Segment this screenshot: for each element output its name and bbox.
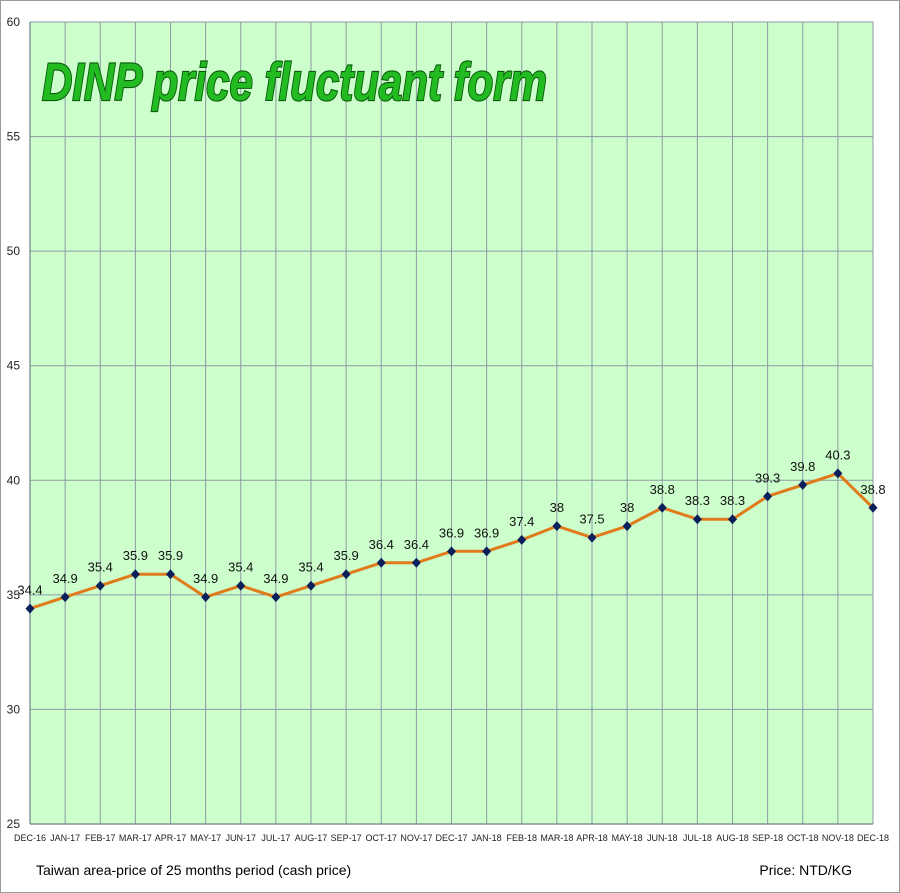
x-tick-label: NOV-17 <box>400 833 432 843</box>
data-point-marker <box>833 468 843 479</box>
data-label: 35.9 <box>158 548 183 563</box>
data-label: 38.3 <box>685 493 710 508</box>
x-tick-label: AUG-17 <box>295 833 328 843</box>
data-labels: 34.4 34.9 35.4 35.9 35.9 34.9 35.4 34.9 35.4 35.9… <box>17 447 885 597</box>
x-tick-label: APR-18 <box>576 833 608 843</box>
x-tick-label: FEB-18 <box>506 833 537 843</box>
data-label: 38 <box>620 500 634 515</box>
x-tick-label: DEC-18 <box>857 833 889 843</box>
data-label: 38.8 <box>860 482 885 497</box>
y-tick-label: 30 <box>7 702 21 716</box>
x-tick-label: OCT-18 <box>787 833 819 843</box>
footnote-period: Taiwan area-price of 25 months period (c… <box>36 862 352 878</box>
series-markers <box>25 468 878 614</box>
data-point-marker <box>447 546 456 557</box>
y-tick-label: 60 <box>7 15 21 29</box>
data-point-marker <box>482 546 492 557</box>
y-tick-label: 25 <box>7 817 21 831</box>
y-tick-labels: 25 30 35 40 45 50 55 60 <box>7 15 21 831</box>
chart-title: DINP price fluctuant form <box>42 53 547 112</box>
grid-lines <box>29 21 874 825</box>
data-label: 38.8 <box>650 482 675 497</box>
data-point-marker <box>236 580 246 591</box>
data-point-marker <box>517 534 527 545</box>
x-tick-label: APR-17 <box>155 833 187 843</box>
data-label: 37.5 <box>579 512 604 527</box>
data-label: 35.4 <box>228 560 253 575</box>
x-tick-label: MAY-17 <box>190 833 221 843</box>
x-tick-label: JUL-17 <box>261 833 290 843</box>
x-tick-label: MAR-18 <box>540 833 573 843</box>
data-point-marker <box>341 569 351 580</box>
data-label: 34.9 <box>193 571 218 586</box>
x-tick-labels: DEC-16 JAN-17 FEB-17 MAR-17 APR-17 MAY-17 JUN-… <box>14 833 889 843</box>
y-tick-label: 35 <box>7 588 21 602</box>
data-point-marker <box>728 514 737 525</box>
data-label: 35.9 <box>123 548 148 563</box>
data-point-marker <box>798 479 808 490</box>
footnote-unit: Price: NTD/KG <box>759 862 852 878</box>
data-label: 39.8 <box>790 459 815 474</box>
data-label: 38.3 <box>720 493 745 508</box>
data-point-marker <box>25 603 35 614</box>
x-tick-label: JAN-17 <box>50 833 80 843</box>
data-point-marker <box>622 521 632 532</box>
data-label: 34.9 <box>263 571 288 586</box>
data-point-marker <box>60 592 70 603</box>
x-tick-label: SEP-17 <box>331 833 362 843</box>
x-tick-label: FEB-17 <box>85 833 116 843</box>
y-tick-label: 55 <box>7 130 21 144</box>
x-tick-label: MAR-17 <box>119 833 152 843</box>
data-point-marker <box>552 521 562 532</box>
data-point-marker <box>692 514 702 525</box>
data-point-marker <box>271 592 281 603</box>
data-point-marker <box>587 532 597 543</box>
x-tick-label: DEC-16 <box>14 833 46 843</box>
y-tick-label: 40 <box>7 473 21 487</box>
y-tick-label: 50 <box>7 244 21 258</box>
axes <box>29 22 873 825</box>
data-point-marker <box>306 580 316 591</box>
x-tick-label: SEP-18 <box>752 833 783 843</box>
data-point-marker <box>657 502 667 513</box>
data-label: 37.4 <box>509 514 534 529</box>
data-point-marker <box>411 557 421 568</box>
data-label: 35.9 <box>333 548 358 563</box>
data-point-marker <box>95 580 105 591</box>
x-tick-label: JUN-17 <box>225 833 256 843</box>
data-point-marker <box>868 502 878 513</box>
x-tick-label: AUG-18 <box>716 833 749 843</box>
data-point-marker <box>201 592 211 603</box>
data-label: 39.3 <box>755 470 780 485</box>
data-point-marker <box>376 557 386 568</box>
y-tick-label: 45 <box>7 359 21 373</box>
data-label: 36.4 <box>404 537 429 552</box>
x-tick-label: MAY-18 <box>612 833 643 843</box>
data-label: 34.4 <box>17 583 42 598</box>
x-tick-label: DEC-17 <box>435 833 467 843</box>
data-label: 40.3 <box>825 447 850 462</box>
x-tick-label: OCT-17 <box>365 833 397 843</box>
x-tick-label: JAN-18 <box>472 833 502 843</box>
x-tick-label: JUL-18 <box>683 833 712 843</box>
data-label: 36.4 <box>369 537 394 552</box>
data-label: 35.4 <box>88 560 113 575</box>
data-label: 35.4 <box>298 560 323 575</box>
data-label: 34.9 <box>52 571 77 586</box>
x-tick-label: NOV-18 <box>822 833 854 843</box>
data-point-marker <box>763 491 773 502</box>
data-point-marker <box>130 569 140 580</box>
data-label: 36.9 <box>439 525 464 540</box>
data-label: 38 <box>550 500 564 515</box>
x-tick-label: JUN-18 <box>647 833 678 843</box>
data-label: 36.9 <box>474 525 499 540</box>
data-point-marker <box>166 569 175 580</box>
